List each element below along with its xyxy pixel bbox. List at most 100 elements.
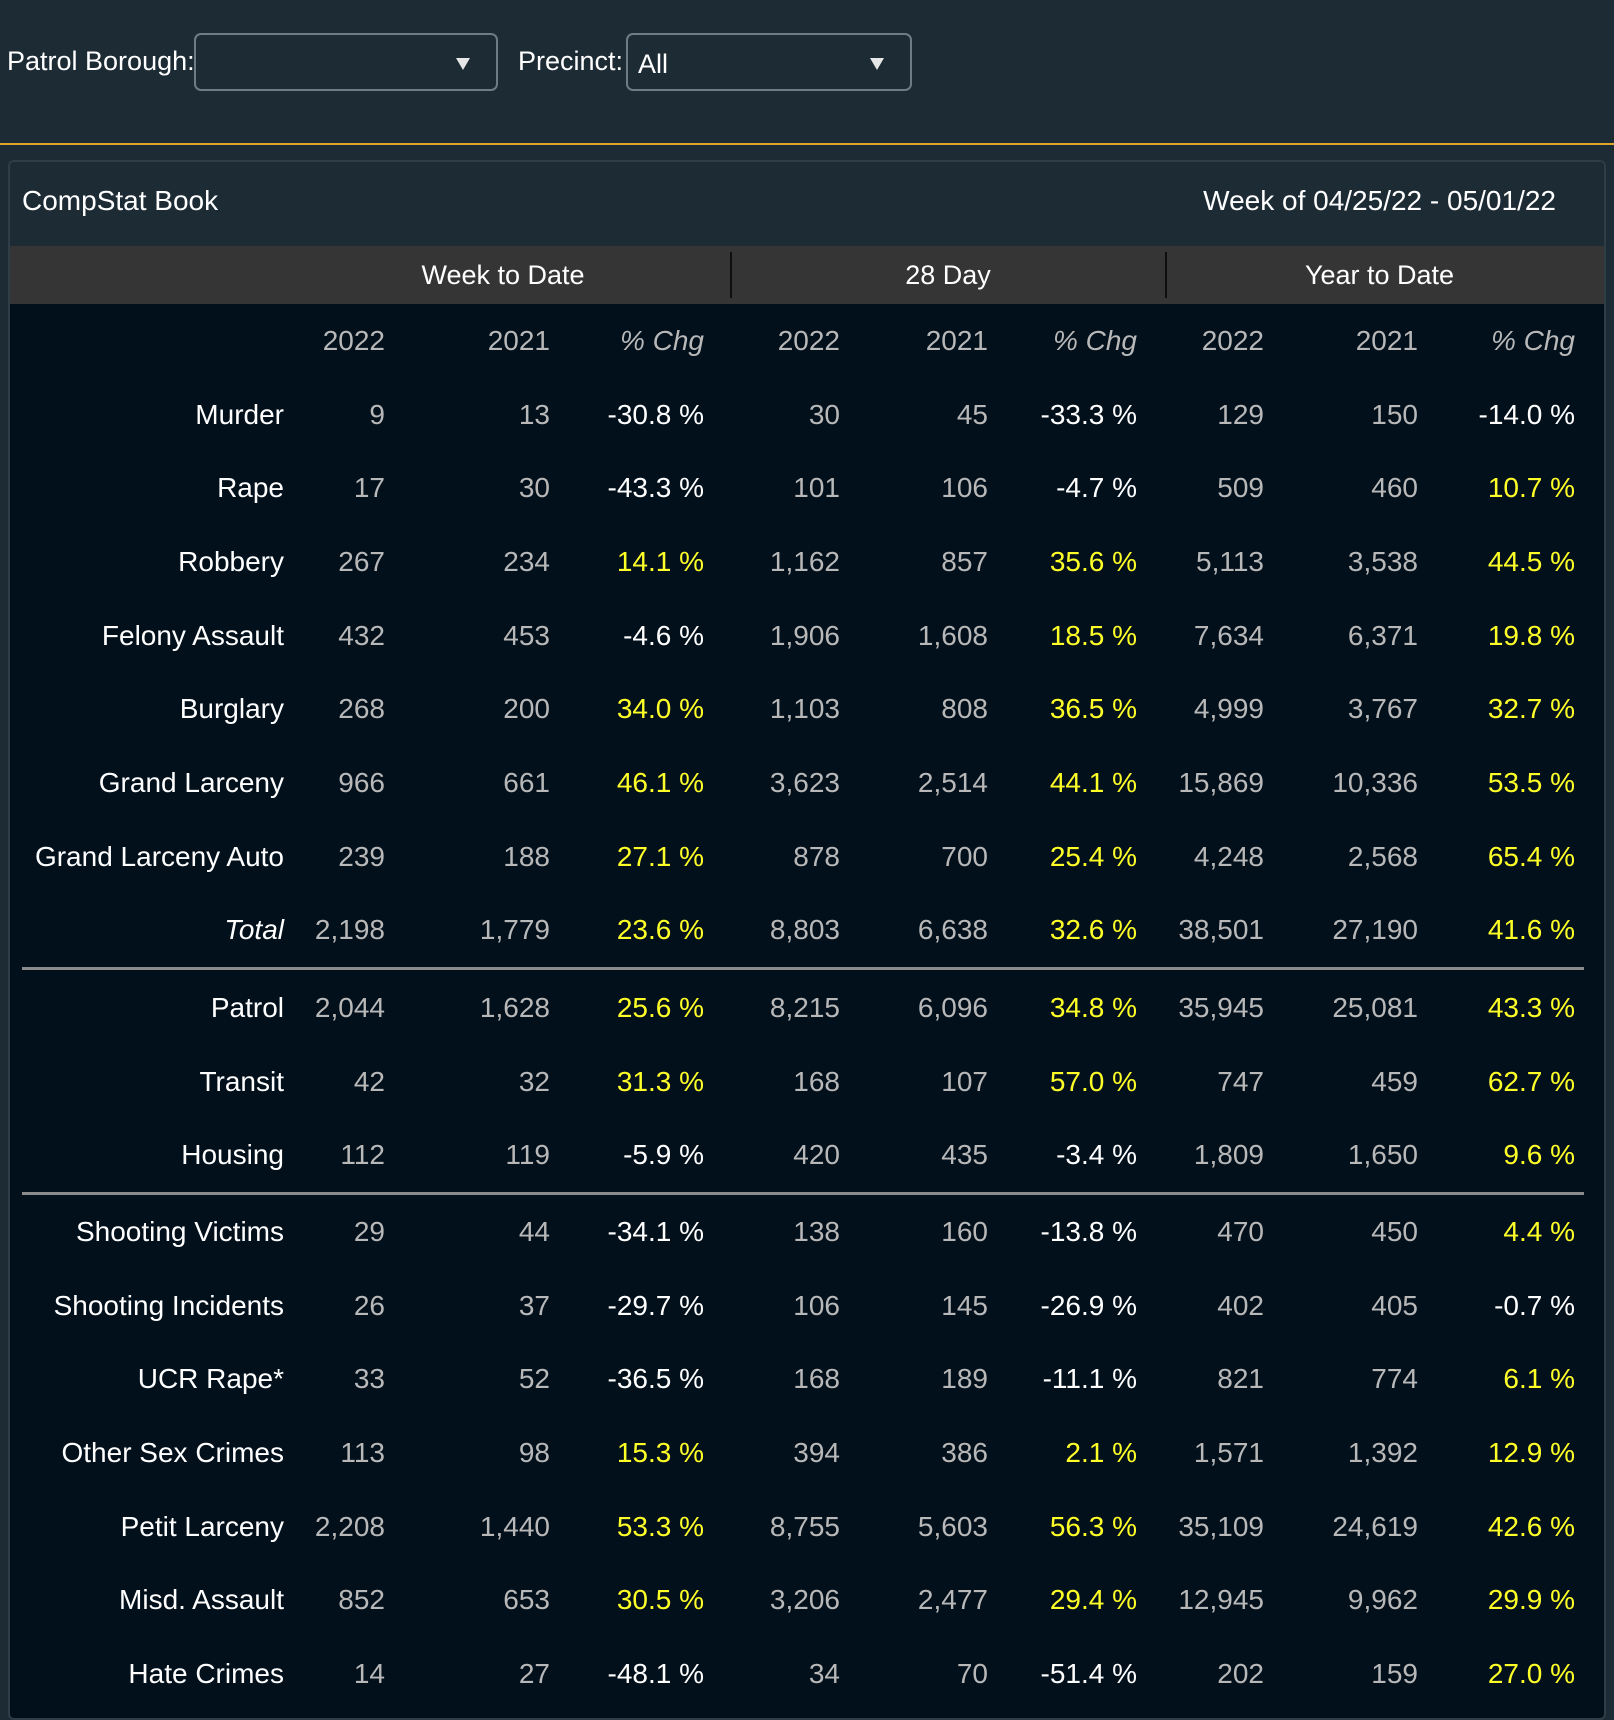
row-label: Robbery <box>178 546 284 577</box>
count-cell: 9,962 <box>1347 1584 1418 1615</box>
count-cell: 188 <box>503 841 550 872</box>
pct-change-header: % Chg <box>619 325 704 356</box>
count-cell: 4,248 <box>1193 841 1264 872</box>
count-cell: 37 <box>518 1290 550 1321</box>
pct-change-cell: 18.5 % <box>1049 620 1137 651</box>
row-label: UCR Rape* <box>137 1363 284 1394</box>
count-cell: 9 <box>369 399 385 430</box>
precinct-select[interactable]: All <box>626 33 912 91</box>
count-cell: 700 <box>941 841 988 872</box>
pct-change-cell: 42.6 % <box>1487 1511 1575 1542</box>
year-header: 2021 <box>487 325 550 356</box>
count-cell: 239 <box>338 841 385 872</box>
pct-change-cell: -13.8 % <box>1040 1216 1138 1247</box>
count-cell: 234 <box>503 546 550 577</box>
count-cell: 2,198 <box>314 914 385 945</box>
pct-change-cell: -48.1 % <box>607 1658 705 1689</box>
count-cell: 27,190 <box>1332 914 1418 945</box>
count-cell: 821 <box>1217 1363 1264 1394</box>
pct-change-cell: -4.7 % <box>1056 472 1137 503</box>
count-cell: 98 <box>518 1437 550 1468</box>
pct-change-cell: 15.3 % <box>616 1437 704 1468</box>
row-label: Housing <box>181 1139 284 1170</box>
year-header: 2022 <box>777 325 840 356</box>
count-cell: 460 <box>1371 472 1418 503</box>
pct-change-cell: 36.5 % <box>1049 693 1137 724</box>
count-cell: 852 <box>338 1584 385 1615</box>
pct-change-cell: -29.7 % <box>607 1290 705 1321</box>
count-cell: 6,638 <box>917 914 988 945</box>
count-cell: 14 <box>353 1658 385 1689</box>
pct-change-cell: 4.4 % <box>1503 1216 1575 1247</box>
pct-change-cell: -26.9 % <box>1040 1290 1138 1321</box>
count-cell: 2,208 <box>314 1511 385 1542</box>
pct-change-cell: 12.9 % <box>1487 1437 1575 1468</box>
count-cell: 774 <box>1371 1363 1418 1394</box>
pct-change-cell: 32.6 % <box>1049 914 1137 945</box>
row-label: Grand Larceny Auto <box>34 841 284 872</box>
count-cell: 3,623 <box>769 767 840 798</box>
count-cell: 107 <box>941 1066 988 1097</box>
count-cell: 17 <box>353 472 385 503</box>
count-cell: 200 <box>503 693 550 724</box>
row-label: Murder <box>195 399 284 430</box>
count-cell: 8,215 <box>769 992 840 1023</box>
count-cell: 13 <box>518 399 550 430</box>
count-cell: 113 <box>340 1437 385 1468</box>
pct-change-cell: 44.5 % <box>1487 546 1575 577</box>
pct-change-cell: -43.3 % <box>607 472 705 503</box>
pct-change-cell: 10.7 % <box>1487 472 1575 503</box>
pct-change-cell: 25.6 % <box>616 992 704 1023</box>
count-cell: 453 <box>503 620 550 651</box>
count-cell: 145 <box>941 1290 988 1321</box>
count-cell: 35,109 <box>1178 1511 1264 1542</box>
count-cell: 808 <box>941 693 988 724</box>
count-cell: 1,906 <box>769 620 840 651</box>
count-cell: 3,206 <box>769 1584 840 1615</box>
pct-change-cell: 53.5 % <box>1487 767 1575 798</box>
pct-change-cell: 30.5 % <box>616 1584 704 1615</box>
count-cell: 150 <box>1371 399 1418 430</box>
group-divider <box>730 252 732 298</box>
count-cell: 168 <box>793 1066 840 1097</box>
patrol-borough-select[interactable] <box>194 33 498 91</box>
pct-change-cell: -11.1 % <box>1042 1363 1137 1394</box>
row-label: Misd. Assault <box>119 1584 284 1615</box>
count-cell: 7,634 <box>1193 620 1264 651</box>
count-cell: 470 <box>1217 1216 1264 1247</box>
row-label: Other Sex Crimes <box>61 1437 285 1468</box>
pct-change-cell: 29.9 % <box>1487 1584 1575 1615</box>
precinct-label: Precinct: <box>518 46 624 76</box>
filter-bar: Patrol Borough: Precinct: All <box>0 0 1614 145</box>
pct-change-cell: 29.4 % <box>1049 1584 1137 1615</box>
count-cell: 5,113 <box>1196 546 1264 577</box>
count-cell: 52 <box>518 1363 550 1394</box>
count-cell: 1,440 <box>479 1511 550 1542</box>
week-range: Week of 04/25/22 - 05/01/22 <box>1203 185 1556 216</box>
count-cell: 747 <box>1217 1066 1264 1097</box>
pct-change-cell: 27.0 % <box>1487 1658 1575 1689</box>
count-cell: 26 <box>353 1290 385 1321</box>
row-label: Petit Larceny <box>120 1511 284 1542</box>
pct-change-cell: 25.4 % <box>1049 841 1137 872</box>
count-cell: 420 <box>793 1139 840 1170</box>
count-cell: 44 <box>518 1216 550 1247</box>
pct-change-cell: 31.3 % <box>616 1066 704 1097</box>
count-cell: 112 <box>340 1139 385 1170</box>
pct-change-cell: 62.7 % <box>1487 1066 1575 1097</box>
pct-change-cell: 19.8 % <box>1487 620 1575 651</box>
chevron-down-icon <box>870 58 884 70</box>
count-cell: 106 <box>941 472 988 503</box>
count-cell: 405 <box>1371 1290 1418 1321</box>
pct-change-cell: 56.3 % <box>1049 1511 1137 1542</box>
count-cell: 106 <box>793 1290 840 1321</box>
count-cell: 2,568 <box>1347 841 1418 872</box>
pct-change-cell: -3.4 % <box>1056 1139 1137 1170</box>
year-header: 2022 <box>1201 325 1264 356</box>
count-cell: 1,628 <box>479 992 550 1023</box>
count-cell: 35,945 <box>1178 992 1264 1023</box>
pct-change-cell: 23.6 % <box>616 914 704 945</box>
count-cell: 6,096 <box>917 992 988 1023</box>
count-cell: 160 <box>941 1216 988 1247</box>
count-cell: 267 <box>338 546 385 577</box>
